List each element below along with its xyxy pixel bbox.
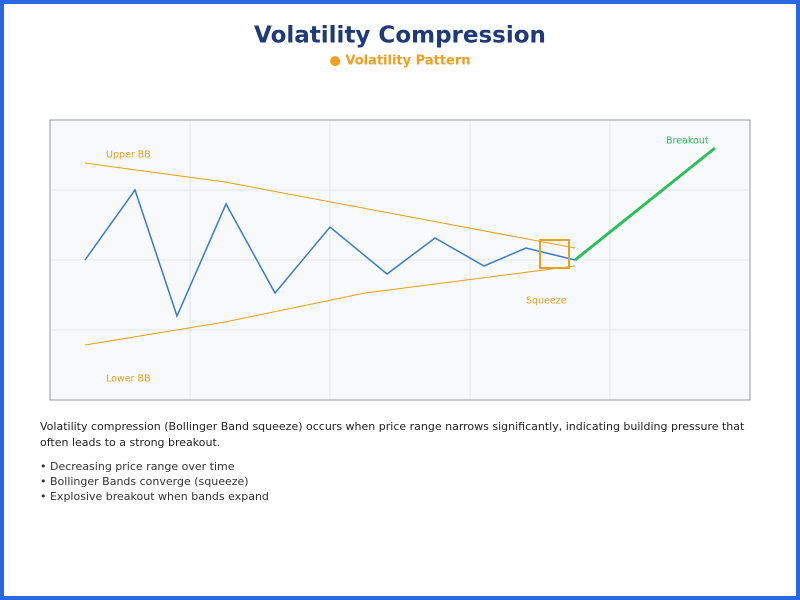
description-line: often leads to a strong breakout. bbox=[40, 436, 220, 449]
lower-label: Lower BB bbox=[106, 374, 151, 385]
grid bbox=[51, 121, 749, 399]
bullet: • Decreasing price range over time bbox=[40, 460, 235, 473]
breakout-line bbox=[574, 146, 716, 262]
breakout-label: Breakout bbox=[666, 136, 709, 147]
description-line: Volatility compression (Bollinger Band s… bbox=[40, 420, 745, 433]
squeeze-label: Squeeze bbox=[526, 296, 567, 307]
bullet: • Explosive breakout when bands expand bbox=[40, 490, 269, 503]
bullet: • Bollinger Bands converge (squeeze) bbox=[40, 475, 249, 488]
title: Volatility Compression bbox=[254, 23, 546, 49]
squeeze-box bbox=[539, 239, 570, 269]
subtitle: ● Volatility Pattern bbox=[329, 54, 470, 69]
lower-band bbox=[84, 265, 576, 346]
upper-band bbox=[84, 162, 576, 249]
upper-label: Upper BB bbox=[106, 150, 151, 161]
price-line bbox=[84, 188, 576, 319]
